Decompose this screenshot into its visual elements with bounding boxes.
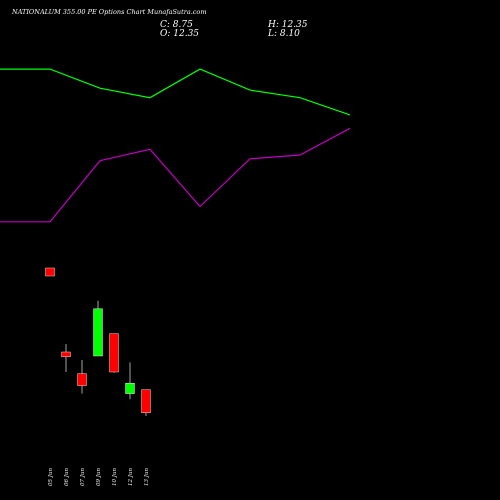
- candle-body: [77, 373, 87, 386]
- high-value: H: 12.35: [268, 20, 308, 30]
- candle-body: [109, 333, 119, 373]
- x-tick-label: 10 Jun: [112, 468, 118, 486]
- upper-band-line: [0, 68, 351, 116]
- x-tick-label: 13 Jun: [144, 468, 150, 486]
- candle-body: [125, 383, 135, 394]
- close-value: C: 8.75: [160, 20, 193, 30]
- low-value: L: 8.10: [268, 29, 300, 39]
- x-tick-label: 12 Jun: [128, 468, 134, 486]
- candle-body: [61, 351, 71, 358]
- x-tick-label: 06 Jun: [64, 468, 70, 486]
- x-tick-label: 07 Jun: [80, 468, 86, 486]
- candle-body: [141, 389, 151, 414]
- chart-title: NATIONALUM 355.00 PE Options Chart Munaf…: [12, 8, 207, 16]
- x-tick-label: 09 Jun: [96, 468, 102, 486]
- lower-band-line: [0, 127, 351, 223]
- candle-body: [45, 267, 55, 277]
- candle-body: [93, 308, 103, 357]
- x-tick-label: 05 Jun: [48, 468, 54, 486]
- open-value: O: 12.35: [160, 29, 200, 39]
